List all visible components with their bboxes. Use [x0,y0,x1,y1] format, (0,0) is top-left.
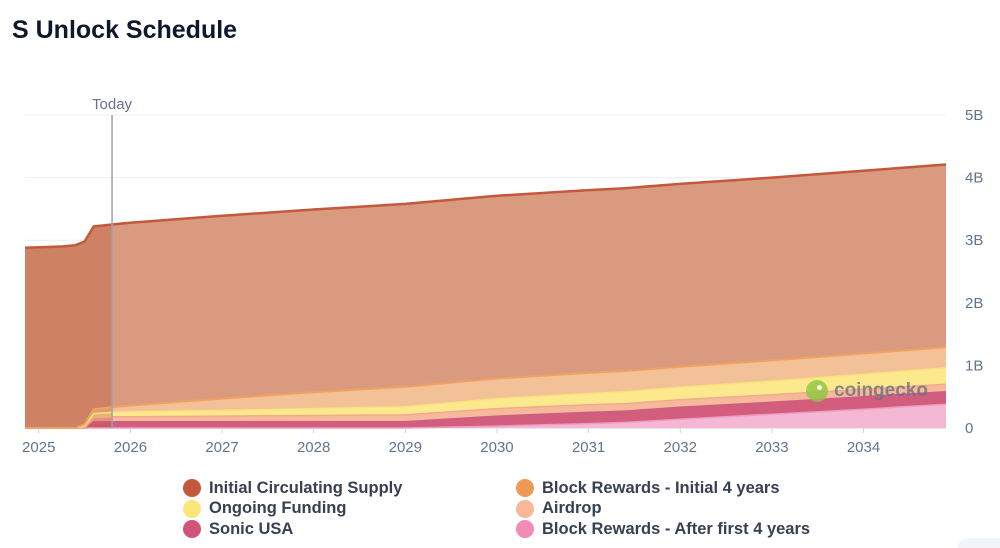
legend-dot [516,479,534,498]
legend-dot [183,499,201,518]
corner-tab [958,538,1000,548]
y-axis: 0 1B 2B 3B 4B 5B [965,107,983,437]
x-tick-label: 2027 [205,439,238,456]
line-airdrop [25,383,947,429]
stacked-areas [25,164,946,428]
chart-title: S Unlock Schedule [12,16,238,44]
line-block-rewards-initial-4-years [25,346,947,429]
y-tick-label: 5B [965,107,983,124]
x-tick-label: 2031 [572,439,605,456]
legend-dot [516,499,534,518]
legend-label: Block Rewards - Initial 4 years [542,478,780,497]
y-tick-label: 2B [965,295,983,312]
legend-item-ongoing-funding[interactable]: Ongoing Funding [183,499,402,520]
x-tick-label: 2030 [480,439,513,456]
x-tick-label: 2032 [664,439,697,456]
y-tick-label: 3B [965,232,983,249]
past-shade [25,224,113,428]
legend-dot [183,479,201,498]
x-tick-label: 2034 [847,439,880,456]
legend-item-block-rewards-initial[interactable]: Block Rewards - Initial 4 years [516,478,810,499]
today-label: Today [92,96,133,113]
y-tick-label: 4B [965,170,983,187]
legend-dot [183,520,201,539]
legend-item-block-rewards-after[interactable]: Block Rewards - After first 4 years [516,519,810,540]
line-ongoing-funding [25,367,947,429]
area-sonic-usa [25,391,946,428]
x-tick-label: 2029 [389,439,422,456]
x-tick-label: 2033 [755,439,788,456]
x-tick-label: 2028 [297,439,330,456]
series-lines [24,163,947,429]
area-block-rewards-initial-4-years [25,347,946,428]
legend-right-column: Block Rewards - Initial 4 years Airdrop … [516,478,810,540]
legend-left-column: Initial Circulating Supply Ongoing Fundi… [183,478,402,540]
area-ongoing-funding [25,367,946,428]
x-axis: 2025 2026 2027 2028 2029 2030 2031 2032 2033 2034 [22,428,880,456]
area-initial-circulating-supply [25,164,946,428]
legend-label: Sonic USA [209,519,294,538]
legend-item-airdrop[interactable]: Airdrop [516,499,810,520]
area-airdrop [25,384,946,428]
legend-label: Block Rewards - After first 4 years [542,519,811,538]
legend-label: Airdrop [542,499,602,518]
legend-item-sonic-usa[interactable]: Sonic USA [183,519,402,540]
y-tick-label: 1B [965,357,983,374]
legend-dot [516,520,534,539]
today-marker: Today [92,96,133,428]
legend-label: Ongoing Funding [209,499,347,518]
area-block-rewards-after-first-4-years [25,404,946,428]
line-initial-circulating-supply [24,163,947,249]
x-tick-label: 2025 [22,439,55,456]
legend-item-initial-circulating-supply[interactable]: Initial Circulating Supply [183,478,402,499]
coingecko-watermark: coingecko [806,380,928,402]
x-tick-label: 2026 [114,439,147,456]
y-tick-label: 0 [965,420,973,437]
watermark-text: coingecko [834,380,928,401]
legend-label: Initial Circulating Supply [209,478,403,497]
gecko-logo-icon [806,380,828,402]
